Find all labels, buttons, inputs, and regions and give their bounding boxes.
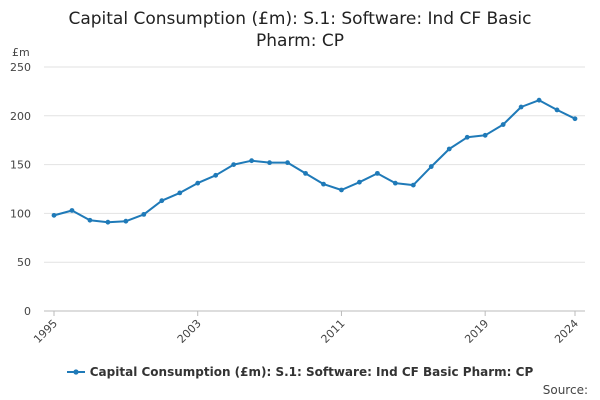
data-point[interactable] — [500, 122, 506, 127]
data-point[interactable] — [572, 116, 578, 122]
data-point[interactable] — [321, 181, 326, 187]
legend-line-marker-icon — [66, 369, 85, 375]
x-tick-label: 2019 — [462, 317, 491, 346]
data-point[interactable] — [267, 160, 272, 166]
data-point[interactable] — [123, 218, 129, 224]
data-point[interactable] — [374, 170, 380, 176]
chart-title: Capital Consumption (£m): S.1: Software:… — [68, 9, 532, 51]
data-point[interactable] — [357, 179, 362, 185]
series-line — [53, 99, 576, 224]
data-point[interactable] — [141, 211, 147, 217]
data-point[interactable] — [428, 164, 434, 169]
data-point[interactable] — [249, 158, 255, 164]
y-tick-label: 150 — [10, 159, 31, 172]
legend-label: Capital Consumption (£m): S.1: Software:… — [89, 365, 534, 379]
data-point[interactable] — [177, 190, 183, 196]
data-point[interactable] — [482, 132, 488, 138]
y-tick-label: 200 — [10, 110, 31, 123]
legend[interactable]: Capital Consumption (£m): S.1: Software:… — [0, 365, 600, 379]
data-point[interactable] — [159, 198, 165, 204]
data-point[interactable] — [554, 107, 560, 113]
axes — [44, 310, 585, 316]
grid-lines — [44, 66, 585, 263]
data-point[interactable] — [410, 182, 416, 188]
data-point[interactable] — [69, 208, 75, 213]
y-axis-unit-label: £m — [12, 46, 30, 59]
y-tick-label: 50 — [17, 256, 31, 269]
x-tick-label: 2024 — [552, 317, 581, 346]
data-point[interactable] — [285, 160, 290, 166]
data-point[interactable] — [213, 172, 219, 178]
data-point[interactable] — [105, 219, 111, 225]
data-point[interactable] — [446, 146, 452, 152]
y-tick-labels: 0 50 100 150 200 250 — [10, 61, 31, 318]
x-tick-label: 1995 — [31, 317, 60, 346]
data-point[interactable] — [339, 187, 344, 193]
data-point[interactable] — [87, 217, 93, 223]
data-point[interactable] — [392, 180, 398, 186]
source-label: Source: — [542, 383, 588, 397]
data-point[interactable] — [231, 162, 237, 168]
data-point[interactable] — [464, 134, 470, 140]
data-point[interactable] — [51, 212, 57, 218]
series-layer — [51, 97, 578, 225]
data-point[interactable] — [536, 97, 542, 103]
data-point[interactable] — [518, 104, 524, 110]
y-tick-label: 250 — [10, 61, 31, 74]
x-tick-label: 2011 — [319, 317, 348, 346]
y-tick-label: 0 — [24, 305, 31, 318]
data-point[interactable] — [195, 180, 201, 186]
y-tick-label: 100 — [10, 207, 31, 220]
data-point[interactable] — [303, 170, 308, 176]
x-tick-labels: 1995 2003 2011 2019 2024 — [31, 317, 581, 346]
x-tick-label: 2003 — [175, 317, 204, 346]
